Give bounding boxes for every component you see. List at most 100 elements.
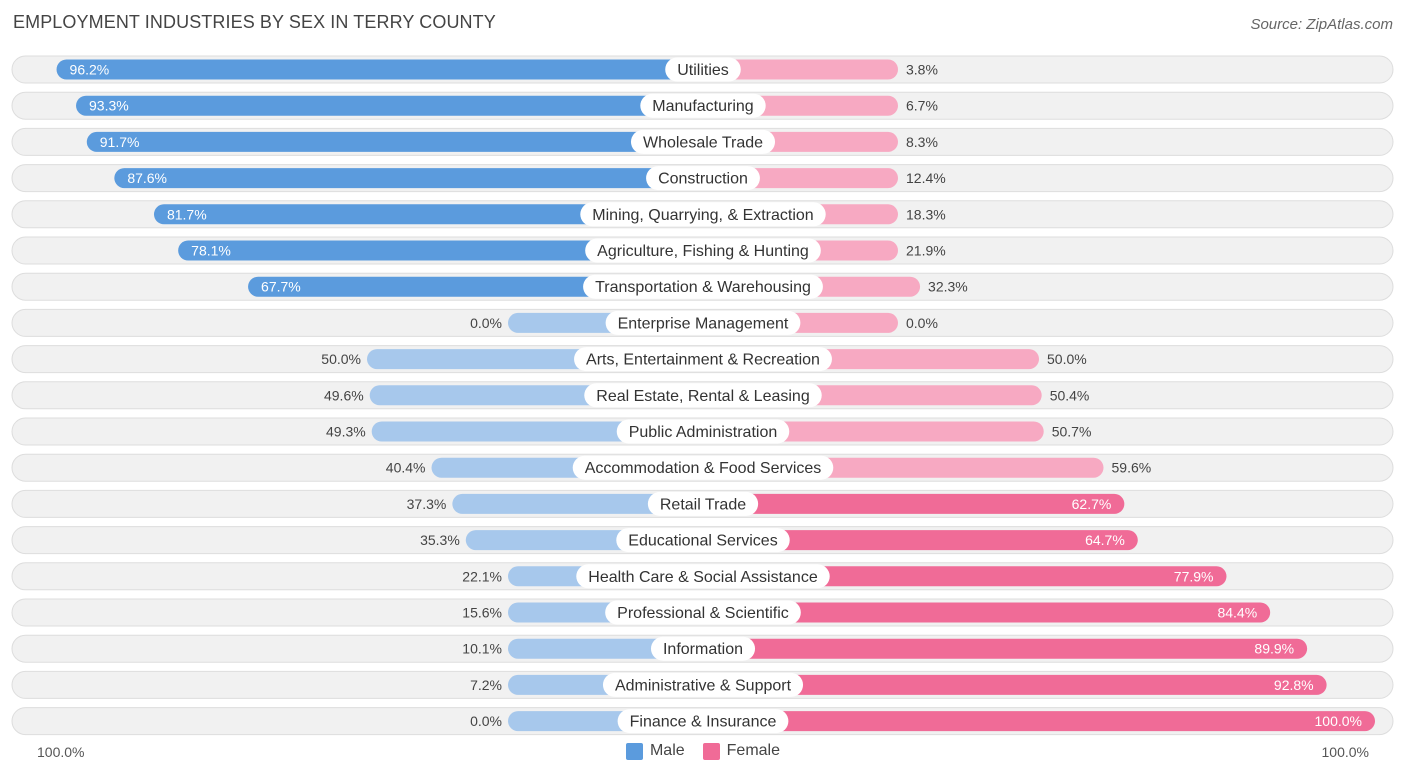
category-pill bbox=[617, 709, 789, 734]
category-label: Arts, Entertainment & Recreation bbox=[586, 352, 820, 369]
bar-row: Finance & Insurance 0.0% 100.0% bbox=[11, 707, 1394, 736]
category-pill bbox=[574, 347, 832, 372]
category-label: Enterprise Management bbox=[618, 315, 789, 332]
category-pill bbox=[665, 57, 741, 82]
value-label-female: 32.3% bbox=[928, 279, 968, 295]
bar-male bbox=[452, 493, 703, 514]
bar-row: Utilities 96.2% 3.8% bbox=[11, 55, 1394, 84]
value-label-female: 100.0% bbox=[1315, 713, 1362, 729]
category-pill bbox=[646, 166, 760, 191]
value-label-female: 89.9% bbox=[1254, 641, 1294, 657]
value-label-female: 50.4% bbox=[1050, 387, 1090, 403]
category-label: Finance & Insurance bbox=[630, 714, 777, 731]
legend-swatch-female bbox=[702, 742, 720, 760]
value-label-male: 81.7% bbox=[167, 206, 207, 222]
bar-row: Arts, Entertainment & Recreation 50.0% 50.… bbox=[11, 345, 1394, 374]
chart-title: EMPLOYMENT INDUSTRIES BY SEX IN TERRY CO… bbox=[13, 12, 496, 32]
axis-left-label: 100.0% bbox=[37, 744, 85, 760]
value-label-male: 67.7% bbox=[261, 279, 301, 295]
value-label-male: 10.1% bbox=[462, 641, 502, 657]
axis-right-label: 100.0% bbox=[1321, 744, 1369, 760]
value-label-male: 15.6% bbox=[462, 605, 502, 621]
value-label-male: 96.2% bbox=[70, 62, 110, 78]
bar-row: Public Administration 49.3% 50.7% bbox=[11, 417, 1394, 446]
value-label-female: 62.7% bbox=[1072, 496, 1112, 512]
bar-female bbox=[703, 421, 1044, 442]
category-label: Public Administration bbox=[629, 424, 778, 441]
category-label: Construction bbox=[658, 171, 748, 188]
bar-row: Agriculture, Fishing & Hunting 78.1% 21.9% bbox=[11, 236, 1394, 265]
value-label-female: 92.8% bbox=[1274, 677, 1314, 693]
legend-swatch-male bbox=[625, 742, 643, 760]
bar-row: Mining, Quarrying, & Extraction 81.7% 18.3… bbox=[11, 200, 1394, 229]
value-label-male: 49.6% bbox=[324, 387, 364, 403]
category-pill bbox=[602, 672, 804, 697]
category-label: Manufacturing bbox=[652, 98, 753, 115]
category-label: Utilities bbox=[677, 62, 729, 79]
bar-male bbox=[178, 240, 704, 261]
category-pill bbox=[605, 310, 801, 335]
category-pill bbox=[585, 238, 821, 263]
value-label-female: 64.7% bbox=[1085, 532, 1125, 548]
value-label-female: 3.8% bbox=[906, 62, 938, 78]
value-label-female: 84.4% bbox=[1217, 605, 1257, 621]
category-label: Accommodation & Food Services bbox=[585, 460, 822, 477]
value-label-male: 49.3% bbox=[326, 424, 366, 440]
value-label-female: 12.4% bbox=[906, 170, 946, 186]
value-label-female: 50.7% bbox=[1052, 424, 1092, 440]
category-label: Retail Trade bbox=[660, 496, 746, 513]
bar-row: Enterprise Management 0.0% 0.0% bbox=[11, 308, 1394, 337]
bar-male bbox=[153, 204, 703, 225]
value-label-male: 22.1% bbox=[462, 568, 502, 584]
chart-area: Utilities 96.2% 3.8% Manufacturing 93.3% 6.7%… bbox=[11, 55, 1394, 736]
value-label-male: 50.0% bbox=[321, 351, 361, 367]
value-label-male: 87.6% bbox=[127, 170, 167, 186]
category-pill bbox=[583, 274, 823, 299]
category-pill bbox=[572, 455, 834, 480]
bar-female bbox=[703, 59, 898, 80]
legend: Male Female bbox=[0, 742, 1406, 760]
value-label-male: 78.1% bbox=[191, 243, 231, 259]
category-pill bbox=[605, 600, 801, 625]
category-pill bbox=[584, 383, 822, 408]
value-label-male: 35.3% bbox=[420, 532, 460, 548]
value-label-female: 59.6% bbox=[1112, 460, 1152, 476]
category-pill bbox=[616, 528, 790, 553]
bar-row: Professional & Scientific 15.6% 84.4% bbox=[11, 598, 1394, 627]
bar-male bbox=[56, 59, 703, 80]
category-label: Health Care & Social Assistance bbox=[588, 569, 818, 586]
bar-row: Accommodation & Food Services 40.4% 59.6% bbox=[11, 453, 1394, 482]
bar-female bbox=[703, 638, 1308, 659]
value-label-male: 7.2% bbox=[470, 677, 502, 693]
value-label-female: 77.9% bbox=[1174, 568, 1214, 584]
category-label: Professional & Scientific bbox=[617, 605, 789, 622]
category-label: Mining, Quarrying, & Extraction bbox=[592, 207, 813, 224]
bar-row: Information 10.1% 89.9% bbox=[11, 634, 1394, 663]
value-label-female: 8.3% bbox=[906, 134, 938, 150]
bar-row: Health Care & Social Assistance 22.1% 77.9… bbox=[11, 562, 1394, 591]
bar-female bbox=[703, 711, 1375, 732]
legend-label-male: Male bbox=[649, 742, 685, 759]
value-label-female: 6.7% bbox=[906, 98, 938, 114]
legend-item-male: Male bbox=[625, 742, 685, 760]
legend-item-female: Female bbox=[702, 742, 781, 760]
value-label-male: 0.0% bbox=[470, 315, 502, 331]
category-label: Transportation & Warehousing bbox=[595, 279, 811, 296]
bar-row: Wholesale Trade 91.7% 8.3% bbox=[11, 127, 1394, 156]
category-label: Educational Services bbox=[628, 533, 777, 550]
category-pill bbox=[647, 491, 759, 516]
value-label-female: 21.9% bbox=[906, 243, 946, 259]
bar-male bbox=[86, 131, 703, 152]
legend-label-female: Female bbox=[726, 742, 781, 759]
value-label-female: 0.0% bbox=[906, 315, 938, 331]
category-pill bbox=[630, 129, 776, 154]
bar-row: Construction 87.6% 12.4% bbox=[11, 164, 1394, 193]
bar-male bbox=[76, 95, 704, 116]
bar-female bbox=[703, 493, 1125, 514]
category-label: Wholesale Trade bbox=[643, 134, 763, 151]
bar-row: Educational Services 35.3% 64.7% bbox=[11, 526, 1394, 555]
value-label-male: 93.3% bbox=[89, 98, 129, 114]
category-pill bbox=[580, 202, 826, 227]
category-label: Agriculture, Fishing & Hunting bbox=[597, 243, 809, 260]
category-label: Administrative & Support bbox=[615, 677, 792, 694]
